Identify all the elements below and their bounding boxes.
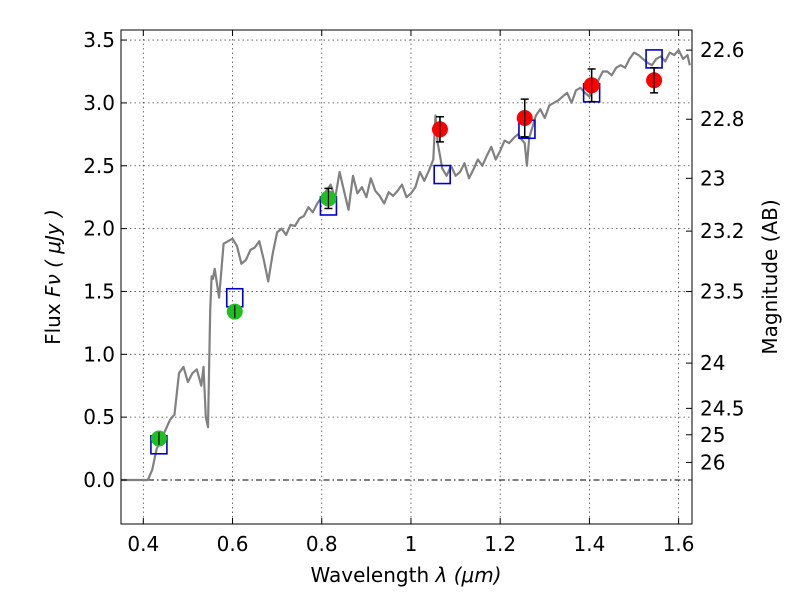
x-axis-label: Wavelength λ (μm) xyxy=(310,563,501,587)
y2-tick-label: 23.5 xyxy=(700,279,745,303)
x-tick-label: 1.4 xyxy=(573,532,605,556)
y-tick-label: 0.5 xyxy=(83,405,115,429)
y2-tick-label: 23 xyxy=(700,166,725,190)
y2-tick-label: 26 xyxy=(700,450,725,474)
y-tick-label: 2.0 xyxy=(83,217,115,241)
y2-tick-label: 24 xyxy=(700,351,725,375)
model-photometry-square xyxy=(433,164,451,185)
y2-axis-label: Magnitude (AB) xyxy=(758,199,782,354)
y-tick-label: 1.5 xyxy=(83,279,115,303)
y2-tick-label: 24.5 xyxy=(700,396,745,420)
x-tick-label: 0.4 xyxy=(127,532,159,556)
x-tick-label: 0.8 xyxy=(306,532,338,556)
y2-tick-label: 22.8 xyxy=(700,107,745,131)
y-tick-label: 1.0 xyxy=(83,342,115,366)
y-tick-label: 2.5 xyxy=(83,154,115,178)
y-axis-label: Flux Fν ( μJy ) xyxy=(41,209,65,345)
points-layer xyxy=(150,49,663,455)
y2-tick-label: 22.6 xyxy=(700,38,745,62)
y-tick-label: 3.5 xyxy=(83,28,115,52)
y-tick-label: 3.0 xyxy=(83,91,115,115)
y-tick-label: 0.0 xyxy=(83,468,115,492)
x-tick-label: 1 xyxy=(405,532,418,556)
y2-tick-label: 23.2 xyxy=(700,219,745,243)
y2-tick-label: 25 xyxy=(700,423,725,447)
x-tick-label: 1.2 xyxy=(484,532,516,556)
plot-frame xyxy=(120,29,693,525)
x-tick-label: 1.6 xyxy=(663,532,695,556)
x-tick-label: 0.6 xyxy=(217,532,249,556)
axis-ticks: 0.4 0.6 0.8 1 1.2 1.4 1.6 0.0 0.5 1.0 1.5 2.0 2.5 3.0… xyxy=(83,28,744,556)
